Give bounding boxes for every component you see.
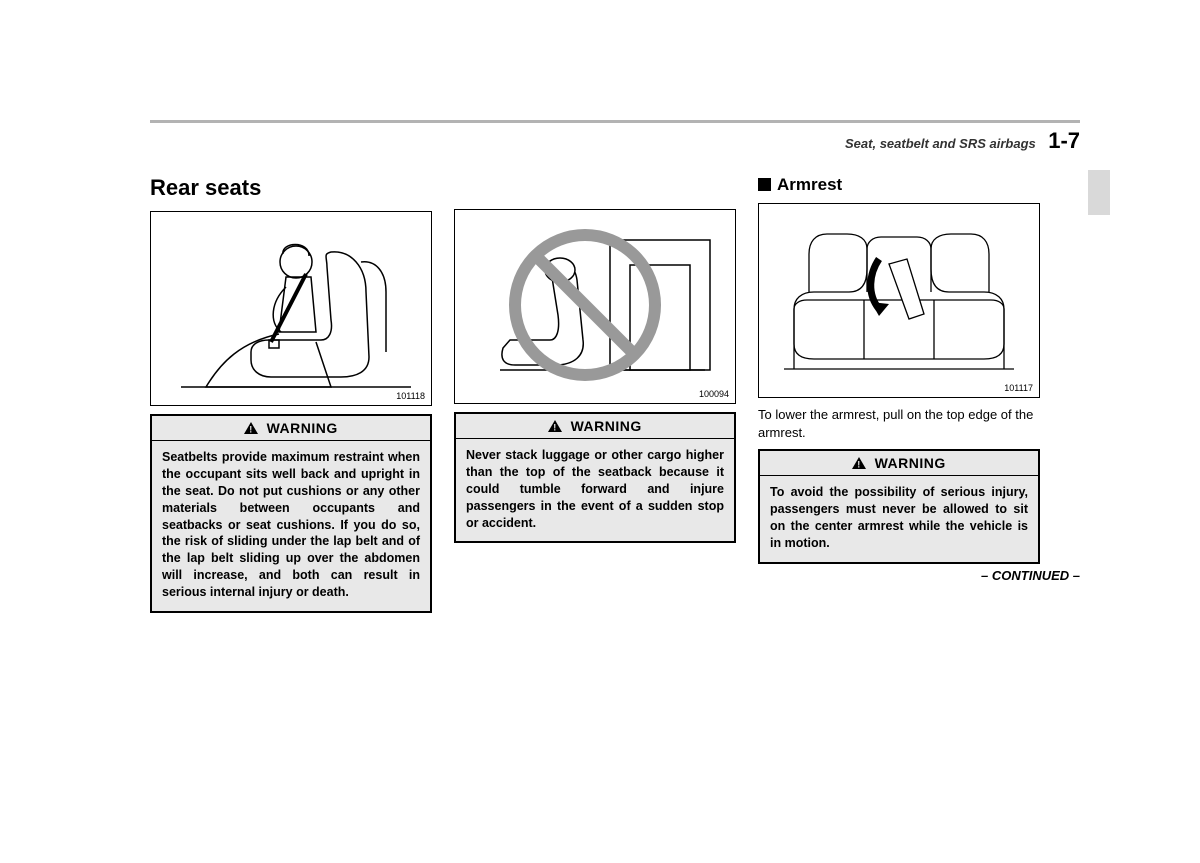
- armrest-icon: [759, 204, 1041, 399]
- luggage-prohibited-icon: [455, 210, 737, 405]
- figure-armrest: 101117: [758, 203, 1040, 398]
- warning-text: To avoid the possibility of serious inju…: [760, 476, 1038, 562]
- warning-title: ! WARNING: [152, 416, 430, 441]
- warning-triangle-icon: !: [548, 420, 562, 432]
- warning-triangle-icon: !: [244, 422, 258, 434]
- warning-label: WARNING: [267, 420, 338, 436]
- heading-armrest: Armrest: [758, 175, 1040, 195]
- warning-box-armrest: ! WARNING To avoid the possibility of se…: [758, 449, 1040, 564]
- spacer: [454, 175, 736, 209]
- header-rule: [150, 120, 1080, 123]
- section-name: Seat, seatbelt and SRS airbags: [845, 136, 1036, 151]
- warning-box-luggage: ! WARNING Never stack luggage or other c…: [454, 412, 736, 543]
- page-header: Seat, seatbelt and SRS airbags 1-7: [845, 128, 1080, 154]
- warning-title: ! WARNING: [760, 451, 1038, 476]
- column-2: 100094 ! WARNING Never stack luggage or …: [454, 175, 736, 613]
- content-columns: Rear seats: [150, 175, 1080, 613]
- svg-text:!: !: [553, 423, 557, 433]
- continued-marker: – CONTINUED –: [981, 568, 1080, 583]
- warning-triangle-icon: !: [852, 457, 866, 469]
- warning-box-seatbelt: ! WARNING Seatbelts provide maximum rest…: [150, 414, 432, 613]
- warning-label: WARNING: [875, 455, 946, 471]
- figure-luggage-prohibited: 100094: [454, 209, 736, 404]
- warning-text: Never stack luggage or other cargo highe…: [456, 439, 734, 541]
- warning-label: WARNING: [571, 418, 642, 434]
- column-3: Armrest: [758, 175, 1040, 613]
- armrest-instruction: To lower the armrest, pull on the top ed…: [758, 406, 1040, 441]
- heading-rear-seats: Rear seats: [150, 175, 432, 201]
- column-1: Rear seats: [150, 175, 432, 613]
- warning-text: Seatbelts provide maximum restraint when…: [152, 441, 430, 611]
- svg-text:!: !: [249, 425, 253, 435]
- page-number: 1-7: [1048, 128, 1080, 154]
- thumb-tab: [1088, 170, 1110, 215]
- figure-number: 101118: [396, 391, 425, 401]
- seated-passenger-icon: [151, 212, 433, 407]
- figure-number: 101117: [1004, 383, 1033, 393]
- manual-page: Seat, seatbelt and SRS airbags 1-7 Rear …: [0, 0, 1200, 653]
- warning-title: ! WARNING: [456, 414, 734, 439]
- square-bullet-icon: [758, 178, 771, 191]
- heading-text: Armrest: [777, 175, 842, 194]
- figure-number: 100094: [699, 389, 729, 399]
- figure-seated-passenger: 101118: [150, 211, 432, 406]
- svg-text:!: !: [857, 460, 861, 470]
